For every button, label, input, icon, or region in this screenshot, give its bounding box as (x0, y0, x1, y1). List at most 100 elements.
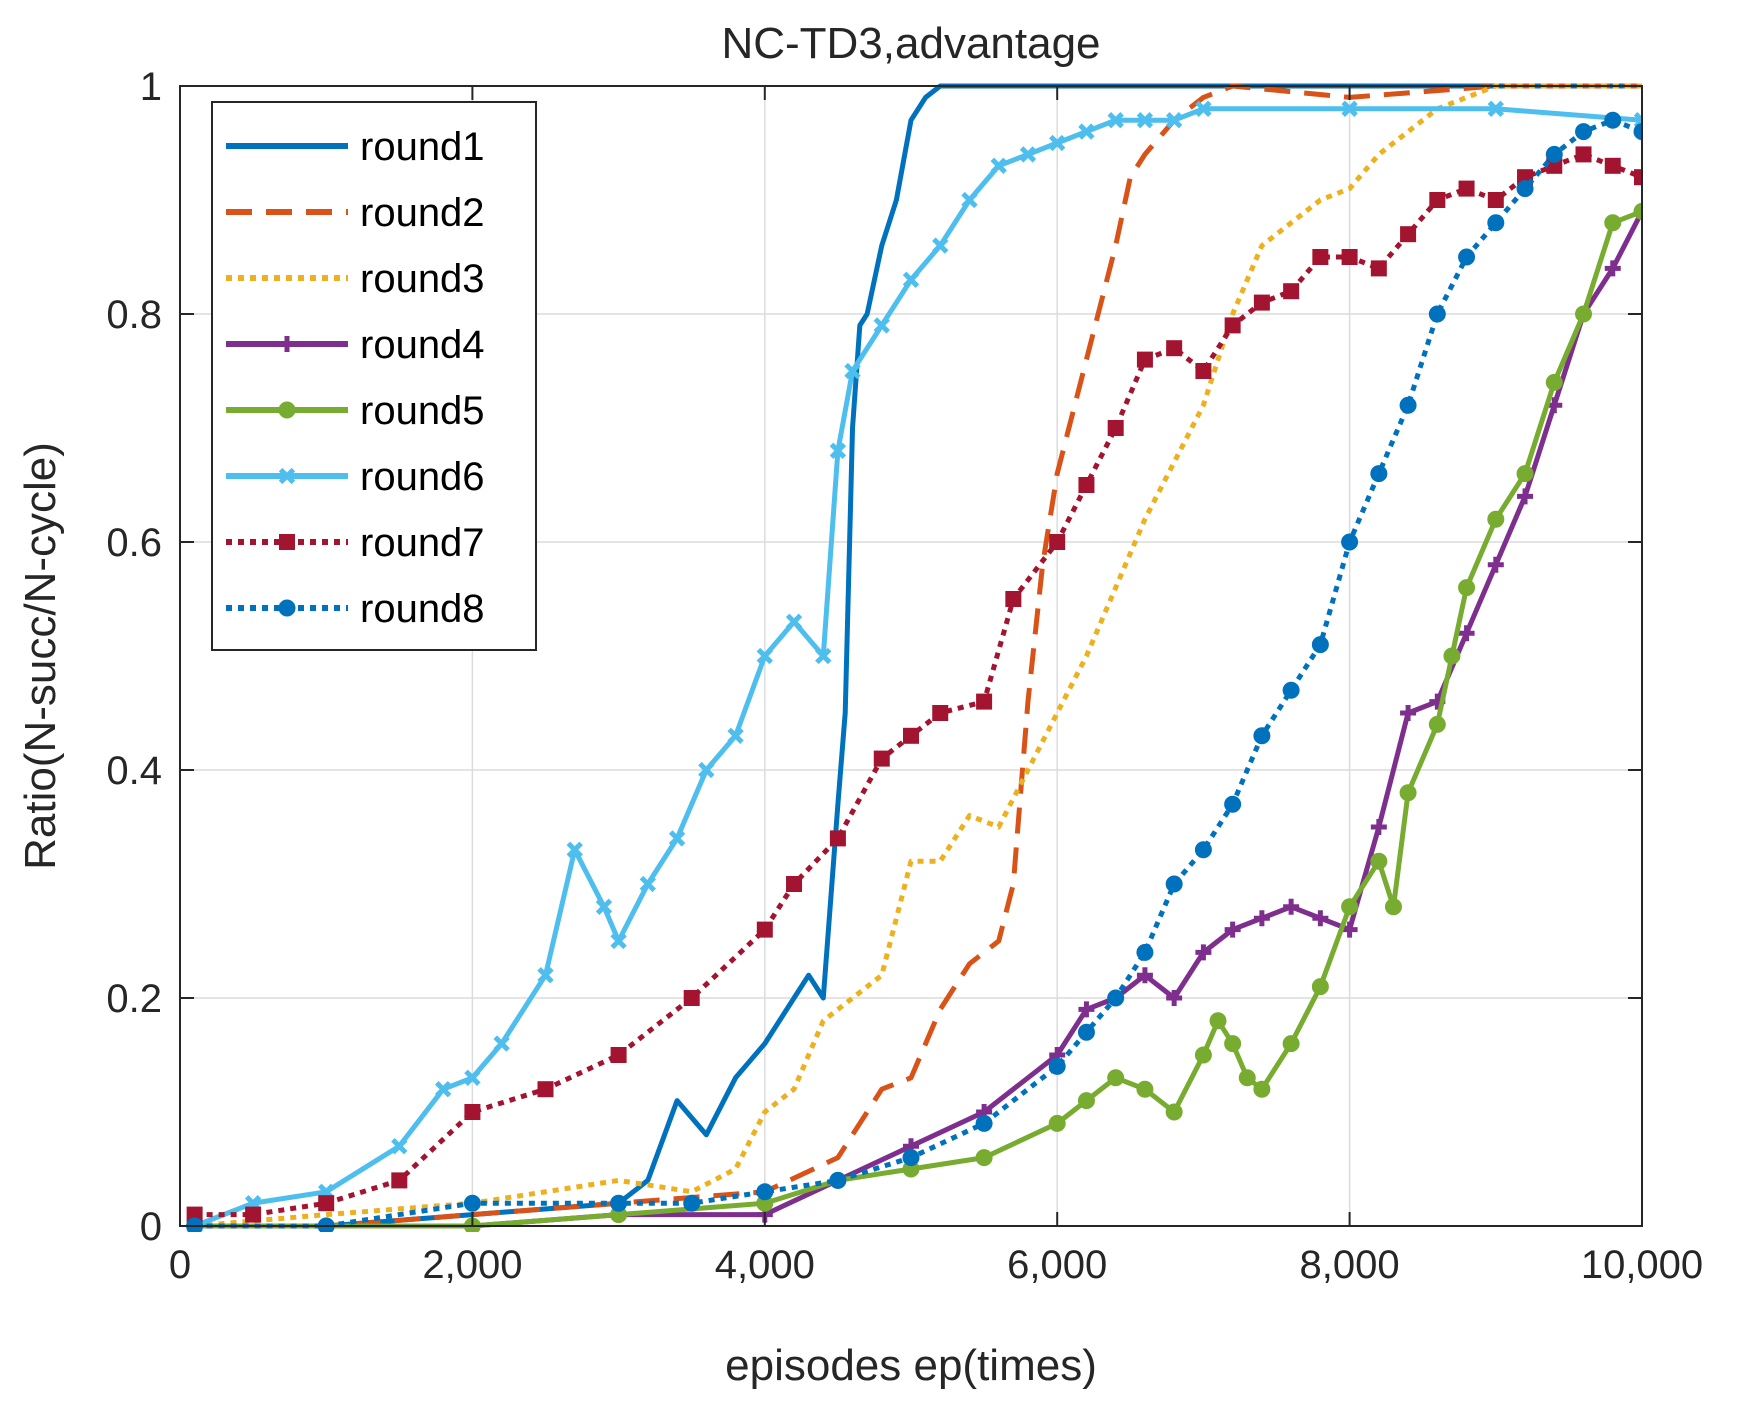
data-point-round7 (1224, 317, 1241, 334)
data-point-round7 (1341, 249, 1358, 265)
legend-item-round4: round4 (226, 323, 485, 367)
data-point-round7 (1575, 146, 1592, 163)
data-point-round7 (1136, 351, 1153, 368)
legend-label: round4 (360, 323, 485, 367)
data-point-round7 (1049, 534, 1066, 550)
legend-label: round5 (360, 389, 485, 433)
data-point-round5 (1575, 305, 1593, 323)
data-point-round4 (1517, 488, 1534, 505)
chart-title: NC-TD3,advantage (721, 19, 1100, 68)
data-point-round7 (1458, 180, 1475, 197)
data-point-round7 (1078, 477, 1095, 493)
data-point-round6 (1019, 146, 1037, 163)
data-point-round5 (1399, 784, 1417, 802)
series-line-round3 (194, 83, 1642, 1229)
data-point-round7 (1400, 226, 1417, 243)
data-point-round5 (1516, 465, 1534, 483)
x-tick-label: 8,000 (1300, 1243, 1400, 1287)
data-point-round7 (1634, 169, 1642, 186)
data-point-round6 (391, 1138, 408, 1155)
y-tick-label: 0.4 (106, 749, 162, 793)
legend-marker (278, 599, 296, 617)
data-point-round8 (1575, 123, 1593, 141)
legend-item-round3: round3 (226, 257, 485, 301)
data-point-round6 (537, 967, 554, 984)
data-point-round8 (1545, 145, 1563, 163)
data-point-round8 (1458, 248, 1476, 266)
data-point-round6 (610, 932, 627, 950)
data-point-round5 (1107, 1069, 1125, 1087)
y-axis-label: Ratio(N-succ/N-cycle) (16, 442, 65, 870)
data-point-round6 (1107, 112, 1124, 129)
data-point-round6 (1341, 100, 1358, 117)
series-layer (186, 83, 1642, 1232)
data-point-round6 (1049, 134, 1066, 152)
data-point-round5 (1209, 1012, 1227, 1030)
data-point-round8 (1253, 727, 1271, 745)
data-point-round8 (1077, 1023, 1095, 1041)
data-point-round5 (1633, 202, 1642, 220)
data-point-round7 (1487, 192, 1504, 208)
data-point-round7 (1005, 591, 1022, 607)
data-point-round6 (961, 191, 978, 209)
data-point-round6 (829, 442, 847, 459)
data-point-round7 (610, 1047, 627, 1063)
data-point-round5 (1443, 647, 1461, 665)
x-tick-label: 4,000 (715, 1243, 815, 1287)
data-point-round4 (1400, 705, 1417, 721)
data-point-round8 (1224, 795, 1242, 813)
data-point-round7 (1604, 157, 1621, 174)
data-point-round6 (727, 727, 744, 744)
data-point-round7 (683, 990, 700, 1006)
data-point-round4 (1370, 819, 1387, 835)
data-point-round5 (1604, 214, 1622, 232)
x-tick-label: 6,000 (1007, 1243, 1107, 1287)
data-point-round6 (756, 647, 773, 665)
legend-item-round5: round5 (226, 389, 485, 433)
data-point-round6 (698, 761, 715, 779)
data-point-round5 (1487, 510, 1505, 528)
data-point-round7 (756, 921, 773, 938)
legend-label: round8 (360, 587, 485, 631)
data-point-round7 (464, 1104, 481, 1120)
y-tick-label: 0.2 (106, 977, 162, 1021)
y-tick-label: 0.8 (106, 293, 162, 337)
data-point-round6 (595, 898, 613, 915)
data-point-round4 (1312, 910, 1329, 927)
data-point-round8 (829, 1171, 847, 1189)
legend-label: round1 (360, 125, 485, 169)
data-point-round6 (1195, 100, 1212, 117)
x-axis-ticks: 0 2,000 4,000 6,000 8,000 10,000 (169, 86, 1703, 1287)
data-point-round5 (1384, 898, 1402, 916)
data-point-round6 (932, 237, 949, 254)
legend-box (211, 101, 537, 651)
legend-marker (279, 336, 295, 352)
data-point-round7 (829, 830, 846, 847)
data-point-round8 (1165, 875, 1183, 893)
data-point-round6 (639, 875, 657, 893)
data-point-round8 (1399, 396, 1417, 414)
data-point-round5 (1253, 1080, 1271, 1098)
data-point-round4 (1224, 921, 1241, 938)
data-point-round6 (1165, 112, 1183, 129)
data-point-round7 (245, 1206, 262, 1223)
data-point-round5 (1165, 1103, 1183, 1121)
data-point-round5 (1428, 715, 1446, 733)
data-point-round5 (1458, 579, 1476, 597)
data-point-round6 (434, 1081, 452, 1098)
data-point-round7 (1107, 420, 1124, 436)
data-point-round8 (1487, 214, 1505, 232)
data-point-round4 (1253, 910, 1270, 927)
data-point-round5 (1224, 1035, 1242, 1053)
data-point-round8 (683, 1194, 701, 1212)
data-point-round4 (1341, 921, 1358, 938)
data-point-round6 (844, 362, 861, 380)
data-point-round4 (1487, 556, 1504, 573)
data-point-round6 (902, 271, 920, 288)
legend-label: round7 (360, 521, 485, 565)
legend-label: round3 (360, 257, 485, 301)
data-point-round7 (1166, 340, 1183, 357)
data-point-round7 (1312, 249, 1329, 265)
